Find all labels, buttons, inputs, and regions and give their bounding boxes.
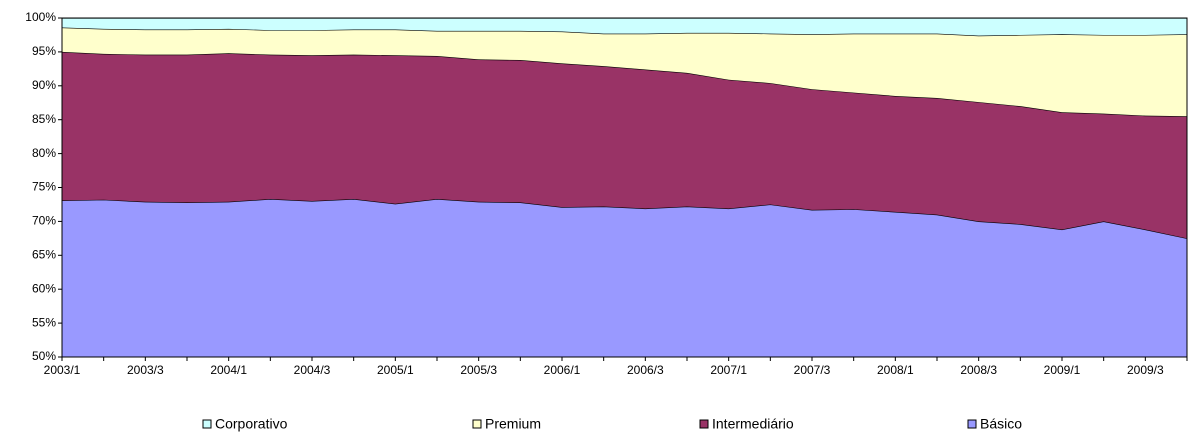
y-tick-label: 85% — [32, 112, 56, 126]
x-tick-label: 2003/1 — [44, 363, 81, 377]
y-tick-label: 90% — [32, 78, 56, 92]
y-tick-label: 55% — [32, 315, 56, 329]
legend-swatch — [967, 419, 977, 429]
x-tick-label: 2008/1 — [877, 363, 914, 377]
x-tick-label: 2004/1 — [210, 363, 247, 377]
x-tick-label: 2004/3 — [294, 363, 331, 377]
y-tick-label: 100% — [25, 10, 56, 24]
y-tick-label: 60% — [32, 281, 56, 295]
legend-swatch — [699, 419, 709, 429]
area — [62, 199, 1187, 357]
y-tick-label: 50% — [32, 349, 56, 363]
y-tick-label: 80% — [32, 146, 56, 160]
x-tick-label: 2005/3 — [460, 363, 497, 377]
x-tick-label: 2009/3 — [1127, 363, 1164, 377]
y-tick-label: 95% — [32, 44, 56, 58]
legend-label: Corporativo — [215, 416, 288, 432]
areas — [62, 18, 1187, 357]
legend-swatch — [472, 419, 482, 429]
legend-label: Intermediário — [712, 416, 794, 432]
legend: Corporativo Premium Intermediário Básico — [202, 416, 1022, 432]
legend-label: Premium — [485, 416, 541, 432]
x-tick-label: 2008/3 — [960, 363, 997, 377]
x-tick-label: 2005/1 — [377, 363, 414, 377]
area — [62, 18, 1187, 36]
x-tick-label: 2009/1 — [1044, 363, 1081, 377]
y-tick-label: 70% — [32, 214, 56, 228]
x-tick-label: 2007/1 — [710, 363, 747, 377]
area — [62, 27, 1187, 117]
x-tick-label: 2007/3 — [794, 363, 831, 377]
x-tick-label: 2006/1 — [544, 363, 581, 377]
legend-swatch — [202, 419, 212, 429]
y-tick-label: 75% — [32, 180, 56, 194]
legend-label: Básico — [980, 416, 1022, 432]
x-tick-label: 2003/3 — [127, 363, 164, 377]
x-tick-label: 2006/3 — [627, 363, 664, 377]
area — [62, 51, 1187, 239]
y-tick-label: 65% — [32, 247, 56, 261]
